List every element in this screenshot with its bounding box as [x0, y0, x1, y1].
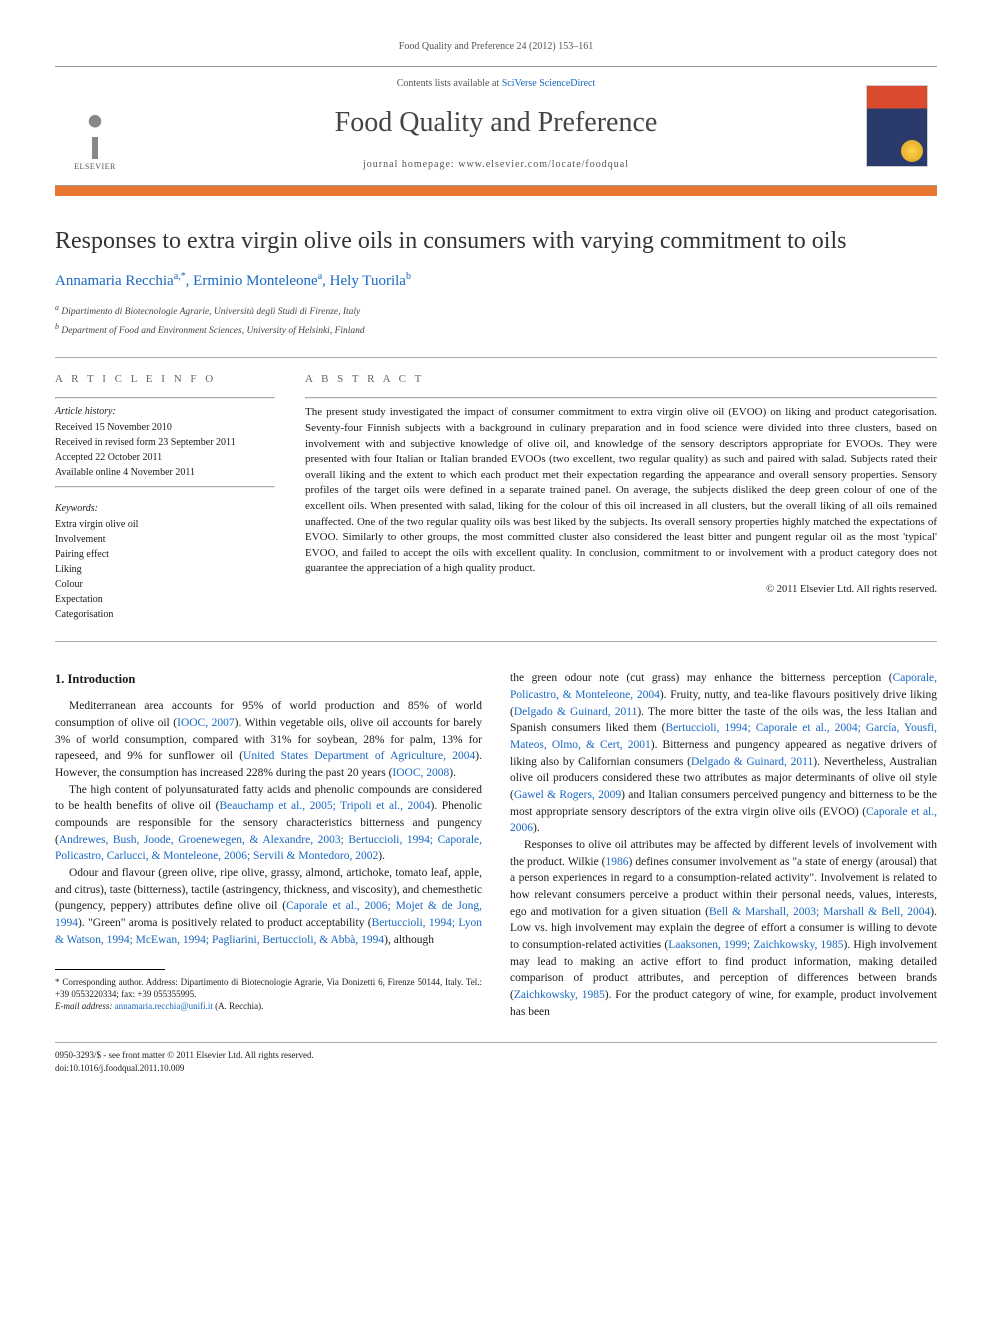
- journal-homepage-line: journal homepage: www.elsevier.com/locat…: [135, 158, 857, 172]
- body-paragraph: Odour and flavour (green olive, ripe oli…: [55, 865, 482, 948]
- keywords-block: Keywords: Extra virgin olive oil Involve…: [55, 502, 275, 622]
- keyword: Extra virgin olive oil: [55, 518, 275, 532]
- history-line: Available online 4 November 2011: [55, 466, 275, 480]
- abstract-sub-rule: [305, 397, 937, 399]
- body-paragraph: Responses to olive oil attributes may be…: [510, 837, 937, 1020]
- homepage-label: journal homepage:: [363, 159, 458, 170]
- cover-thumb-block: [857, 67, 937, 185]
- body-left-column: 1. Introduction Mediterranean area accou…: [55, 670, 482, 1020]
- history-line: Accepted 22 October 2011: [55, 451, 275, 465]
- affiliation-a: a Dipartimento di Biotecnologie Agrarie,…: [55, 302, 937, 319]
- keyword: Involvement: [55, 533, 275, 547]
- history-label: Article history:: [55, 405, 275, 419]
- abstract-block: A B S T R A C T The present study invest…: [305, 372, 937, 623]
- email-label: E-mail address:: [55, 1001, 112, 1011]
- section-heading-intro: 1. Introduction: [55, 670, 482, 688]
- front-matter-line: 0950-3293/$ - see front matter © 2011 El…: [55, 1049, 314, 1062]
- author-list: Annamaria Recchiaa,*, Erminio Monteleone…: [55, 270, 937, 292]
- author-link-3[interactable]: , Hely Tuorila: [322, 273, 406, 289]
- history-line: Received in revised form 23 September 20…: [55, 436, 275, 450]
- masthead-center: Contents lists available at SciVerse Sci…: [135, 67, 857, 185]
- affiliation-b: b Department of Food and Environment Sci…: [55, 321, 937, 338]
- info-sub-rule: [55, 397, 275, 399]
- article-info-row: A R T I C L E I N F O Article history: R…: [55, 372, 937, 642]
- journal-masthead: ELSEVIER Contents lists available at Sci…: [55, 66, 937, 186]
- body-paragraph: the green odour note (cut grass) may enh…: [510, 670, 937, 837]
- article-page: Food Quality and Preference 24 (2012) 15…: [0, 0, 992, 1115]
- author-link-2[interactable]: , Erminio Monteleone: [186, 273, 318, 289]
- keyword: Colour: [55, 578, 275, 592]
- body-paragraph: Mediterranean area accounts for 95% of w…: [55, 698, 482, 781]
- abstract-text: The present study investigated the impac…: [305, 405, 937, 577]
- keyword: Expectation: [55, 593, 275, 607]
- contents-prefix: Contents lists available at: [397, 78, 502, 89]
- email-link[interactable]: annamaria.recchia@unifi.it: [115, 1001, 213, 1011]
- divider-rule: [55, 357, 937, 358]
- publisher-name: ELSEVIER: [74, 161, 116, 172]
- keyword: Liking: [55, 563, 275, 577]
- author-link-1[interactable]: Annamaria Recchia: [55, 273, 174, 289]
- keywords-label: Keywords:: [55, 502, 275, 516]
- elsevier-logo: ELSEVIER: [65, 109, 125, 179]
- footnote-rule: [55, 969, 165, 970]
- body-right-column: the green odour note (cut grass) may enh…: [510, 670, 937, 1020]
- journal-title: Food Quality and Preference: [135, 103, 857, 142]
- running-citation: Food Quality and Preference 24 (2012) 15…: [55, 40, 937, 54]
- journal-cover-thumbnail: [866, 85, 928, 167]
- body-columns: 1. Introduction Mediterranean area accou…: [55, 670, 937, 1020]
- publisher-logo-block: ELSEVIER: [55, 67, 135, 185]
- footer-left: 0950-3293/$ - see front matter © 2011 El…: [55, 1049, 314, 1074]
- contents-available-line: Contents lists available at SciVerse Sci…: [135, 77, 857, 91]
- corresponding-footnote: * Corresponding author. Address: Diparti…: [55, 976, 482, 1012]
- history-line: Received 15 November 2010: [55, 421, 275, 435]
- corr-author-address: * Corresponding author. Address: Diparti…: [55, 976, 482, 1000]
- article-info-heading: A R T I C L E I N F O: [55, 372, 275, 387]
- article-title: Responses to extra virgin olive oils in …: [55, 226, 937, 256]
- elsevier-tree-icon: [70, 109, 120, 159]
- keyword: Categorisation: [55, 608, 275, 622]
- author3-affil-sup: b: [406, 271, 411, 282]
- abstract-heading: A B S T R A C T: [305, 372, 937, 387]
- sciencedirect-link[interactable]: SciVerse ScienceDirect: [502, 78, 596, 89]
- author1-affil-sup: a,: [174, 271, 181, 282]
- page-footer: 0950-3293/$ - see front matter © 2011 El…: [55, 1042, 937, 1074]
- article-info-block: A R T I C L E I N F O Article history: R…: [55, 372, 275, 623]
- corr-author-email-line: E-mail address: annamaria.recchia@unifi.…: [55, 1000, 482, 1012]
- body-paragraph: The high content of polyunsaturated fatt…: [55, 782, 482, 865]
- accent-bar: [55, 186, 937, 196]
- doi-line: doi:10.1016/j.foodqual.2011.10.009: [55, 1062, 314, 1075]
- homepage-url[interactable]: www.elsevier.com/locate/foodqual: [458, 159, 629, 170]
- keyword: Pairing effect: [55, 548, 275, 562]
- email-suffix: (A. Recchia).: [215, 1001, 263, 1011]
- info-sub-rule: [55, 486, 275, 488]
- abstract-copyright: © 2011 Elsevier Ltd. All rights reserved…: [305, 583, 937, 598]
